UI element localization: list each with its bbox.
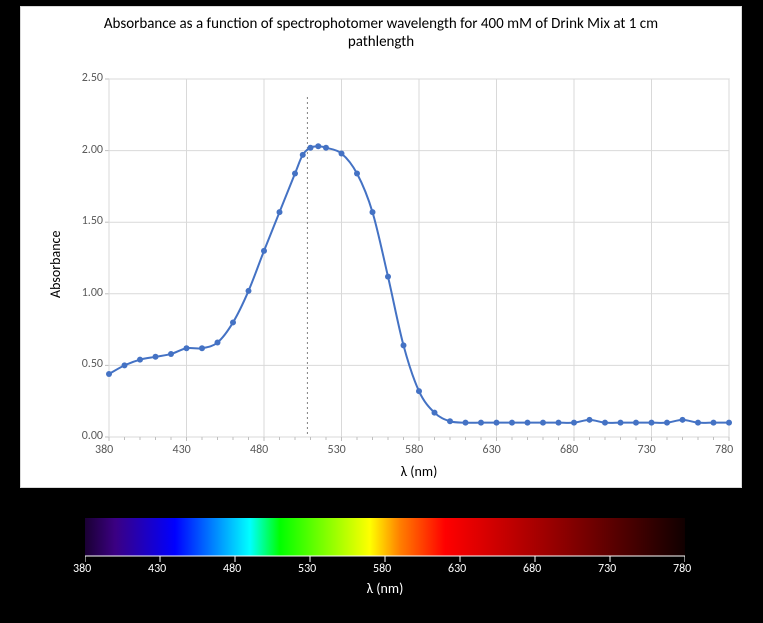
y-tick-label: 2.00	[82, 143, 103, 157]
y-tick-label: 2.50	[82, 71, 103, 85]
x-tick-label: 780	[715, 443, 733, 457]
x-tick-label: 480	[250, 443, 268, 457]
spectrum-tick-label: 680	[523, 562, 541, 576]
x-tick-label: 730	[638, 443, 656, 457]
absorbance-chart	[21, 7, 741, 487]
spectrum-x-axis-label: λ (nm)	[85, 580, 685, 597]
spectrum-tick-label: 380	[73, 562, 91, 576]
y-tick-label: 1.50	[82, 214, 103, 228]
x-tick-label: 580	[405, 443, 423, 457]
y-tick-label: 1.00	[82, 286, 103, 300]
spectrum-tick-label: 730	[598, 562, 616, 576]
x-tick-label: 380	[95, 443, 113, 457]
spectrum-tick-label: 530	[298, 562, 316, 576]
y-tick-label: 0.00	[82, 429, 103, 443]
x-tick-label: 430	[173, 443, 191, 457]
x-tick-label: 530	[328, 443, 346, 457]
spectrum-tick-label: 630	[448, 562, 466, 576]
y-tick-label: 0.50	[82, 357, 103, 371]
spectrum-tick-label: 780	[673, 562, 691, 576]
x-tick-label: 680	[560, 443, 578, 457]
spectrum-tick-label: 480	[223, 562, 241, 576]
spectrum-tick-label: 580	[373, 562, 391, 576]
chart-panel: Absorbance as a function of spectrophoto…	[20, 6, 742, 488]
visible-spectrum-panel: λ (nm) 380430480530580630680730780	[85, 510, 685, 610]
spectrum-tick-label: 430	[148, 562, 166, 576]
x-tick-label: 630	[483, 443, 501, 457]
